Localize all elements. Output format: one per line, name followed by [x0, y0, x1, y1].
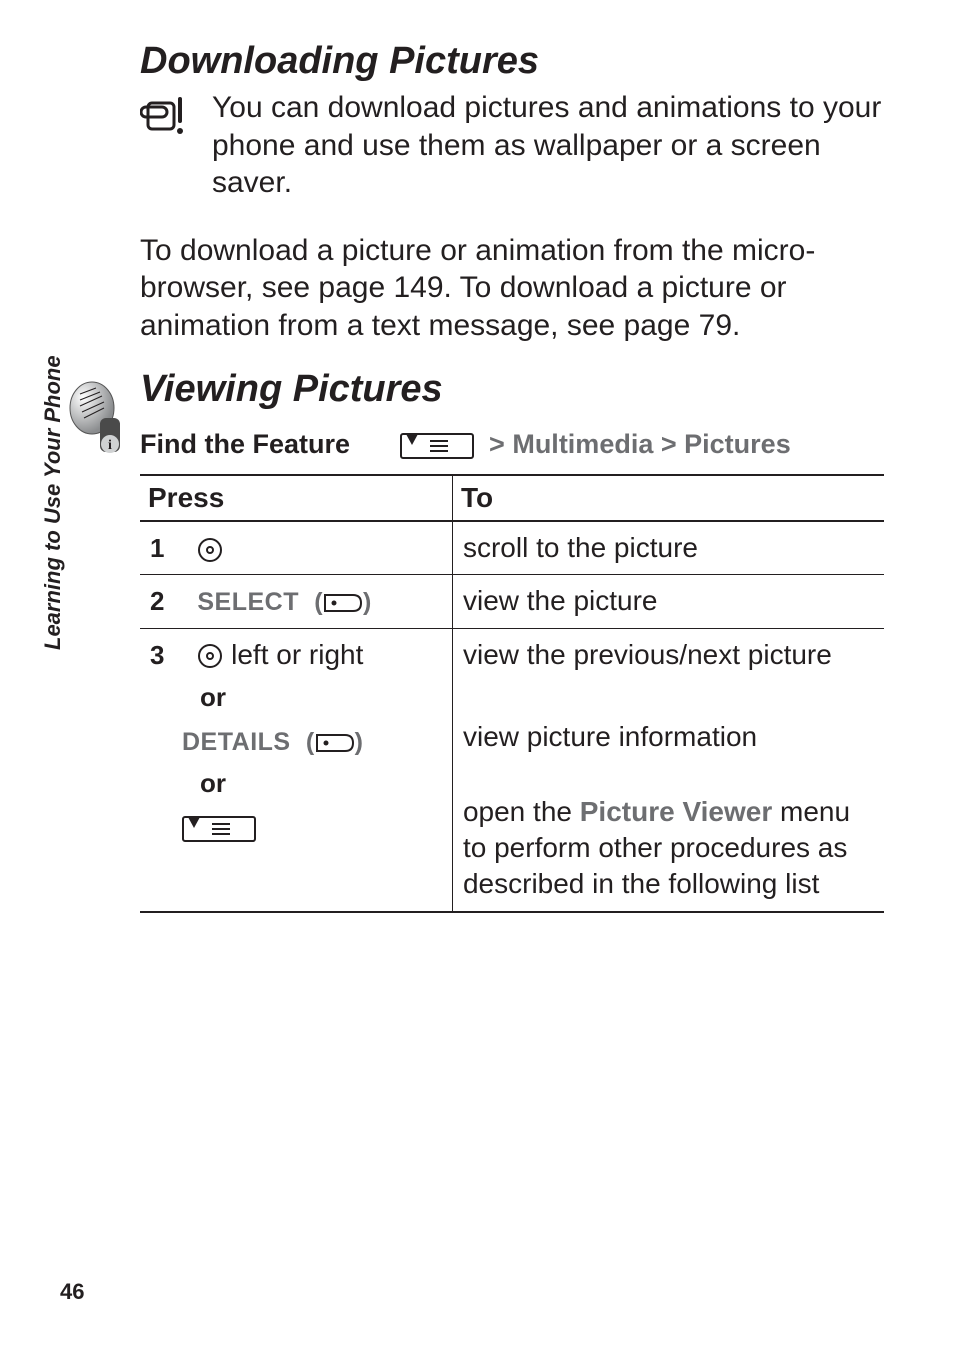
step-number: 2 — [150, 585, 174, 619]
side-section-label: Learning to Use Your Phone — [40, 355, 66, 650]
path-sep-1: > — [489, 429, 505, 459]
row3-line1-suffix: left or right — [231, 639, 363, 670]
right-softkey-icon — [315, 733, 355, 753]
row3-to-line2: view picture information — [463, 719, 874, 755]
menu-key-icon — [182, 816, 256, 842]
feature-path: > Multimedia > Pictures — [400, 429, 791, 460]
step-number: 3 — [150, 639, 174, 673]
nav-disc-icon — [197, 537, 223, 563]
download-puzzle-icon — [140, 89, 188, 142]
heading-viewing: Viewing Pictures — [140, 368, 884, 411]
path-pictures: Pictures — [684, 429, 791, 459]
row2-to: view the picture — [452, 575, 884, 628]
or-label: or — [150, 767, 442, 801]
table-row: 3 left or right or DETAILS ( ) or — [140, 628, 884, 911]
body-download-refs: To download a picture or animation from … — [140, 232, 884, 345]
nav-disc-icon — [197, 643, 223, 669]
page-number: 46 — [60, 1279, 84, 1305]
select-label: SELECT — [197, 588, 299, 616]
path-multimedia: Multimedia — [512, 429, 653, 459]
menu-key-icon — [400, 433, 474, 459]
details-label: DETAILS — [182, 728, 291, 756]
row3-to-line1: view the previous/next picture — [463, 637, 874, 673]
table-row: 1 scroll to the picture — [140, 521, 884, 575]
find-the-feature-label: Find the Feature — [140, 429, 350, 460]
row3-to-line3: open the Picture Viewer menu to perform … — [463, 794, 874, 903]
step-number: 1 — [150, 532, 174, 566]
svg-text:i: i — [108, 438, 112, 453]
row1-to: scroll to the picture — [452, 521, 884, 575]
right-softkey-icon — [323, 593, 363, 613]
path-sep-2: > — [661, 429, 677, 459]
heading-downloading: Downloading Pictures — [140, 40, 884, 83]
phone-info-icon: i — [66, 380, 130, 463]
table-row: 2 SELECT ( ) view the picture — [140, 575, 884, 628]
table-header-to: To — [452, 475, 884, 521]
press-to-table: Press To 1 scroll to the picture 2 SELEC… — [140, 474, 884, 913]
table-header-press: Press — [140, 475, 452, 521]
intro-text: You can download pictures and animations… — [212, 89, 884, 202]
or-label: or — [150, 681, 442, 715]
